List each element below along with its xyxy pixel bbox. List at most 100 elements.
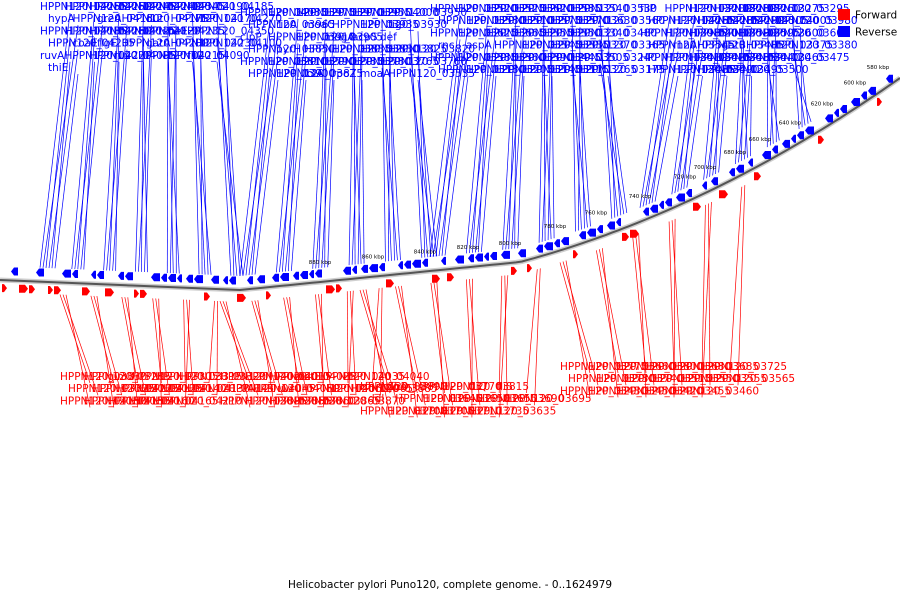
reverse-gene-label: HPPN120_03445 xyxy=(514,52,601,64)
reverse-gene-label: HPPN120_03530 xyxy=(570,3,657,15)
callout-line xyxy=(743,63,748,158)
callout-line xyxy=(469,279,481,406)
reverse-gene-label: HPPN120_03665 xyxy=(458,27,545,39)
genome-backbone xyxy=(0,75,900,293)
callout-line xyxy=(472,39,489,253)
callout-line xyxy=(708,203,711,386)
forward-gene-label: HPPN120_03450 xyxy=(588,385,675,397)
callout-line xyxy=(42,25,79,268)
callout-line xyxy=(158,298,162,408)
forward-gene-label: HPPN120_03645 xyxy=(395,393,482,405)
callout-line xyxy=(680,51,703,191)
callout-line xyxy=(239,18,271,277)
reverse-gene-label: HPPN120_03505 xyxy=(542,52,629,64)
reverse-gene-label: gatA xyxy=(146,38,171,50)
forward-gene-label: HPPN120_03660 xyxy=(588,361,675,373)
callout-line xyxy=(511,51,525,249)
reverse-gene-arrow xyxy=(455,255,464,264)
reverse-gene-label: HPPN120_03970 xyxy=(296,7,383,19)
callout-line xyxy=(65,294,91,408)
reverse-gene-arrow xyxy=(616,218,621,227)
callout-line xyxy=(166,12,169,273)
callout-line xyxy=(349,290,357,396)
callout-line xyxy=(538,14,545,243)
forward-gene-label: HPPN120_03550 xyxy=(652,373,739,385)
callout-line xyxy=(469,27,497,254)
reverse-gene-label: pyrH xyxy=(276,44,301,56)
callout-line xyxy=(674,27,703,194)
reverse-gene-label: HPPN120_03355 xyxy=(486,27,573,39)
callout-line xyxy=(534,268,541,406)
reverse-gene-label: HPPN120_03525 xyxy=(458,3,545,15)
callout-line xyxy=(216,37,238,276)
callout-line xyxy=(466,14,489,254)
reverse-gene-label: aspA xyxy=(466,40,493,52)
forward-gene-label: uvrC xyxy=(277,383,302,395)
reverse-gene-label: HPPN120_04175 xyxy=(122,13,209,25)
reverse-gene-arrow xyxy=(125,272,133,281)
scale-ticks: 580 kbp 600 kbp 620 kbp 640 kbp 660 kbp 680 k… xyxy=(309,65,890,266)
reverse-gene-label: HPPN120_03545 xyxy=(648,40,735,52)
reverse-gene-arrow xyxy=(293,271,299,280)
forward-gene-label: HPPN120_03430 xyxy=(560,385,647,397)
forward-gene-label: HPPN120_03650 xyxy=(423,393,510,405)
callout-line xyxy=(596,250,619,374)
reverse-gene-arrow xyxy=(72,270,78,278)
callout-line xyxy=(96,295,115,408)
forward-gene-label: HPPN120_04150 xyxy=(60,395,147,407)
reverse-gene-arrow xyxy=(650,204,658,213)
reverse-gene-label: HPPN120_03275 xyxy=(738,3,825,15)
reverse-gene-arrow xyxy=(404,260,411,269)
callout-line xyxy=(59,294,91,384)
forward-gene-arrow xyxy=(573,250,578,259)
callout-line xyxy=(282,43,299,272)
reverse-gene-label: HPPN120_04345 xyxy=(138,1,225,13)
reverse-gene-arrow xyxy=(686,188,692,197)
reverse-gene-label: HPPN120_03825 xyxy=(360,44,447,56)
reverse-gene-label: moaC xyxy=(304,19,334,31)
forward-gene-arrow xyxy=(630,229,639,238)
reverse-gene-label: ruvA xyxy=(40,50,65,62)
callout-line xyxy=(767,39,774,144)
reverse-gene-arrow xyxy=(597,225,603,234)
callout-line xyxy=(562,261,599,386)
callout-line xyxy=(703,14,720,180)
forward-gene-arrow xyxy=(105,288,114,297)
forward-gene-label: HPPN120_03815 xyxy=(442,381,529,393)
reverse-gene-arrow xyxy=(544,242,553,251)
reverse-gene-label: HPPN120_04260 xyxy=(65,25,152,37)
reverse-gene-label: HPPN120_04220 xyxy=(65,50,152,62)
callout-line xyxy=(607,51,622,216)
scale-tick-label: 620 kbp xyxy=(811,101,834,107)
reverse-gene-arrow xyxy=(168,274,176,282)
reverse-gene-label: ruvC xyxy=(114,50,139,62)
callout-line xyxy=(388,31,391,262)
reverse-gene-label: rnhA xyxy=(673,40,698,52)
callout-line xyxy=(715,63,720,174)
reverse-gene-label: HPPN120_03360 xyxy=(458,52,545,64)
forward-gene-arrow xyxy=(432,274,440,283)
forward-gene-label: HPPN120_03870 xyxy=(318,395,405,407)
forward-gene-arrow xyxy=(818,135,824,144)
reverse-gene-label: HPPN120_03340 xyxy=(542,27,629,39)
forward-gene-arrow xyxy=(447,273,454,282)
callout-line xyxy=(192,37,206,275)
reverse-gene-label: HPPN120_04125 xyxy=(89,25,176,37)
forward-gene-arrow xyxy=(336,284,342,293)
callout-line xyxy=(599,14,613,219)
forward-gene-label: HPPN120_03860 xyxy=(269,395,356,407)
callout-line xyxy=(109,37,120,271)
callout-line xyxy=(103,12,120,271)
reverse-gene-label: HPPN120_03175 xyxy=(578,64,665,76)
callout-line xyxy=(800,27,803,128)
callout-line xyxy=(559,262,591,374)
callout-line xyxy=(706,27,728,179)
callout-line xyxy=(543,63,552,240)
reverse-gene-arrow xyxy=(825,114,833,123)
forward-gene-label: HPPN120_03305 xyxy=(131,371,218,383)
forward-gene-label: HPPN120_03775 xyxy=(560,361,647,373)
forward-gene-label: HPPN120_04165 xyxy=(131,395,218,407)
reverse-gene-arrow xyxy=(223,276,228,285)
callout-line xyxy=(686,75,703,188)
